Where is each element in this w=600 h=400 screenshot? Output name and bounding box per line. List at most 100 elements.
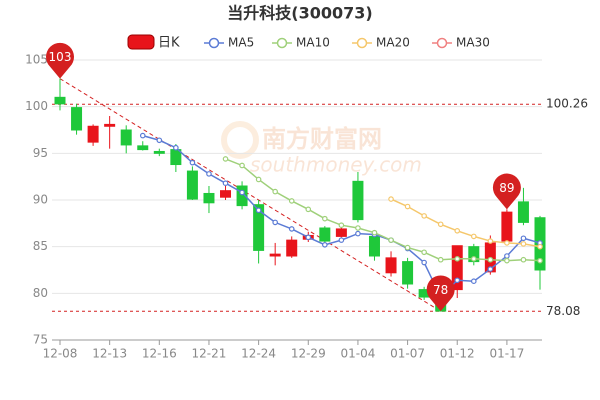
x-tick-label: 01-12 [440,347,475,361]
ma-point [222,180,229,187]
candle-fill [286,240,297,256]
ma-point [156,137,163,144]
ma-point [520,235,527,242]
ma-point [272,219,278,226]
candle-fill [104,124,115,127]
ma-point [504,257,510,264]
ma-point [487,256,494,263]
candle-body [120,129,132,146]
ma-point [222,156,229,162]
candle-body [236,185,248,207]
candle-fill [501,212,512,242]
candle-body [319,227,331,242]
legend-label: MA30 [456,36,490,50]
ma-point [371,229,378,236]
reference-label: 100.26 [546,97,588,111]
candle-fill [386,257,397,273]
candle-body [186,170,198,200]
ma-point [421,249,427,256]
y-tick-label: 85 [33,239,48,253]
ma-point [355,225,361,231]
trend-line [59,78,441,312]
candle-fill [336,228,347,237]
ma-point [437,221,444,228]
legend-marker [208,37,220,49]
ma-point [421,213,427,219]
y-tick-label: 105 [25,53,48,67]
ma-point [139,132,146,139]
pin-label: 78 [433,283,448,297]
ma-point [288,226,295,232]
ma-point [388,196,394,202]
x-tick-label: 12-29 [291,347,326,361]
watermark-url: southmoney.com [250,153,422,177]
y-tick-label: 95 [33,146,48,160]
ma-line [390,198,541,248]
pin [426,275,455,312]
ma-point [322,242,328,248]
ma-point [255,176,262,183]
ma-point [388,237,394,243]
candle-body [352,180,364,221]
legend-label: MA20 [376,36,410,50]
ma-point [504,240,510,246]
ma-point [520,256,527,263]
x-tick-label: 01-04 [340,347,375,361]
ma-point [288,198,295,204]
candle-body [54,96,66,105]
ma-point [470,278,477,285]
legend-label: 日K [158,36,180,51]
ma-point [239,189,245,196]
candle-body [468,246,480,263]
candle-body [368,235,380,257]
ma-point [173,144,179,151]
candle-body [402,261,414,285]
watermark: 南方财富网 southmoney.com [221,121,422,177]
legend-swatch [127,34,155,50]
x-tick-label: 01-17 [489,347,524,361]
ma-point [470,233,477,240]
ma-point [454,255,461,262]
pin [45,42,75,79]
ma-point [537,257,543,264]
candle-fill [88,126,99,143]
ma-point [520,241,527,247]
ma-point [454,228,461,234]
ma-point [206,171,212,177]
ma-point [338,237,345,243]
legend-marker [356,37,368,49]
ma-point [470,255,477,262]
legend-marker [436,37,448,49]
candle-body [137,145,149,151]
chart-title: 当升科技(300073) [227,4,372,23]
candle-body [517,201,529,223]
ma-point [338,222,345,229]
watermark-logo [221,121,259,159]
ma-point [305,234,312,241]
ma-point [322,215,328,222]
candle-fill [452,245,463,290]
ma-point [272,188,278,195]
ma-point [305,206,312,213]
y-tick-label: 90 [33,193,48,207]
ma-point [537,243,543,250]
y-tick-label: 100 [25,99,48,113]
watermark-text: 南方财富网 [262,125,382,153]
ma-point [437,256,444,263]
pin-label: 89 [499,181,514,195]
x-tick-label: 12-21 [192,347,227,361]
ma-point [504,253,510,259]
x-tick-label: 12-08 [43,347,78,361]
ma-point [487,266,494,272]
x-tick-label: 12-16 [142,347,177,361]
x-tick-label: 12-24 [241,347,276,361]
y-tick-label: 75 [33,333,48,347]
ma-point [239,162,245,169]
candle-fill [220,190,231,198]
candle-body [71,107,83,131]
ma-point [404,244,411,251]
candle-body [153,150,165,154]
ma-point [355,230,361,237]
ma-point [404,203,411,210]
